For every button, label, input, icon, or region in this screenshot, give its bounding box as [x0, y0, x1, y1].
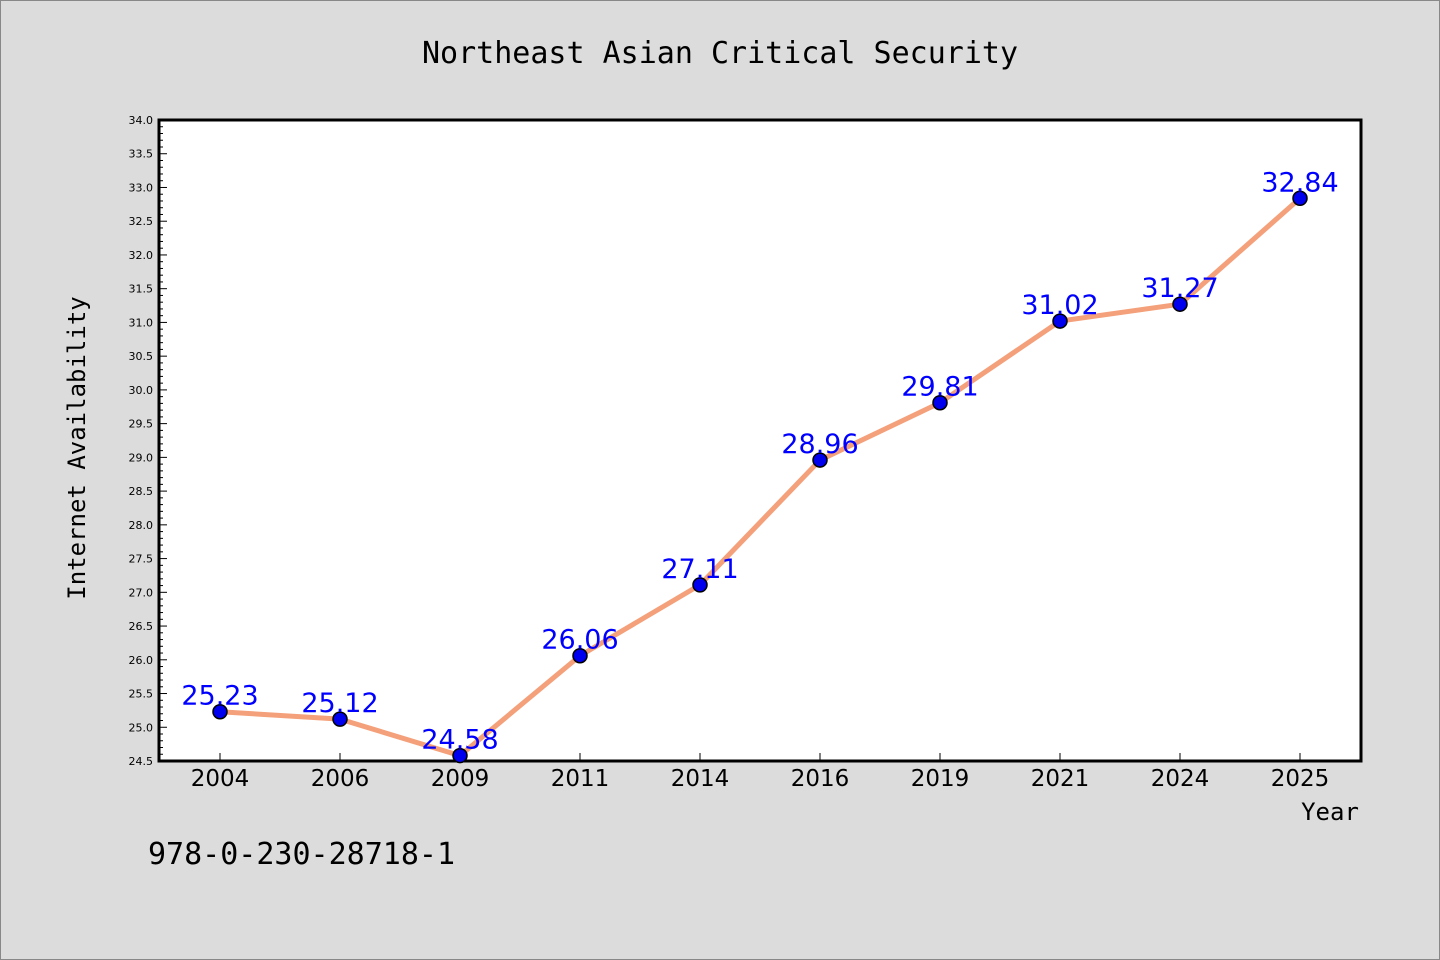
y-tick-label: 26.5 [129, 620, 154, 633]
data-point [452, 747, 468, 764]
data-label: 32.84 [1261, 167, 1338, 198]
series-line [219, 196, 1302, 759]
data-labels-group: 25.23 25.12 24.58 26.06 27.11 28.96 29.81 31.02… [181, 167, 1338, 755]
x-tick-label: 2021 [1031, 766, 1090, 792]
x-tick-label: 2004 [191, 766, 250, 792]
y-tick-label: 27.5 [129, 553, 154, 566]
y-tick-label: 30.0 [129, 384, 154, 397]
data-label: 31.02 [1021, 290, 1098, 321]
y-tick-label: 26.0 [129, 654, 154, 667]
data-point [572, 647, 588, 664]
y-tick-label: 34.0 [129, 114, 154, 127]
series-line-group [219, 196, 1302, 759]
y-tick-label: 29.5 [129, 418, 154, 431]
data-point [1052, 313, 1068, 329]
data-label: 26.06 [541, 625, 618, 656]
y-axis-label: Internet Availability [63, 296, 91, 599]
data-point [692, 577, 708, 593]
y-tick-label: 28.0 [129, 519, 154, 532]
y-axis: 24.5 25.0 25.5 26.0 26.5 27.0 27.5 28.0 28.5 29.0… [129, 114, 167, 768]
x-tick-label: 2006 [311, 766, 370, 792]
y-tick-label: 29.0 [129, 451, 154, 464]
x-axis-label: Year [1301, 798, 1359, 826]
y-tick-label: 32.5 [129, 215, 154, 228]
data-point [1172, 296, 1188, 312]
y-tick-label: 30.5 [129, 350, 154, 363]
y-tick-label: 33.5 [129, 148, 154, 161]
data-label: 24.58 [421, 725, 498, 756]
x-tick-label: 2011 [551, 766, 610, 792]
y-tick-label: 31.0 [129, 316, 154, 329]
data-point [332, 711, 348, 727]
data-label: 31.27 [1141, 273, 1218, 304]
y-tick-label: 28.5 [129, 485, 154, 498]
data-point [1292, 190, 1308, 207]
x-tick-label: 2009 [431, 766, 490, 792]
data-point [812, 452, 828, 468]
data-point [932, 394, 948, 411]
data-label: 29.81 [901, 372, 978, 403]
data-label: 25.23 [181, 681, 258, 712]
x-tick-label: 2014 [671, 766, 730, 792]
data-label: 27.11 [661, 554, 738, 585]
x-tick-label: 2024 [1151, 766, 1210, 792]
y-tick-label: 33.0 [129, 181, 154, 194]
data-point [212, 703, 228, 720]
x-tick-label: 2016 [791, 766, 850, 792]
x-tick-label: 2019 [911, 766, 970, 792]
y-tick-label: 27.0 [129, 586, 154, 599]
chart-title: Northeast Asian Critical Security [422, 36, 1018, 71]
y-tick-label: 32.0 [129, 249, 154, 262]
x-axis: 2004 2006 2009 2011 2014 2016 2019 2021 2024 2025 [191, 753, 1330, 792]
x-tick-label: 2025 [1271, 766, 1330, 792]
y-tick-label: 31.5 [129, 283, 154, 296]
series-markers-group [212, 190, 1308, 764]
data-label: 25.12 [301, 688, 378, 719]
y-tick-label: 24.5 [129, 755, 154, 768]
y-tick-label: 25.5 [129, 688, 154, 701]
data-label: 28.96 [781, 429, 858, 460]
plot-area [157, 118, 1363, 763]
footnote-isbn: 978-0-230-28718-1 [148, 837, 455, 872]
y-tick-label: 25.0 [129, 721, 154, 734]
